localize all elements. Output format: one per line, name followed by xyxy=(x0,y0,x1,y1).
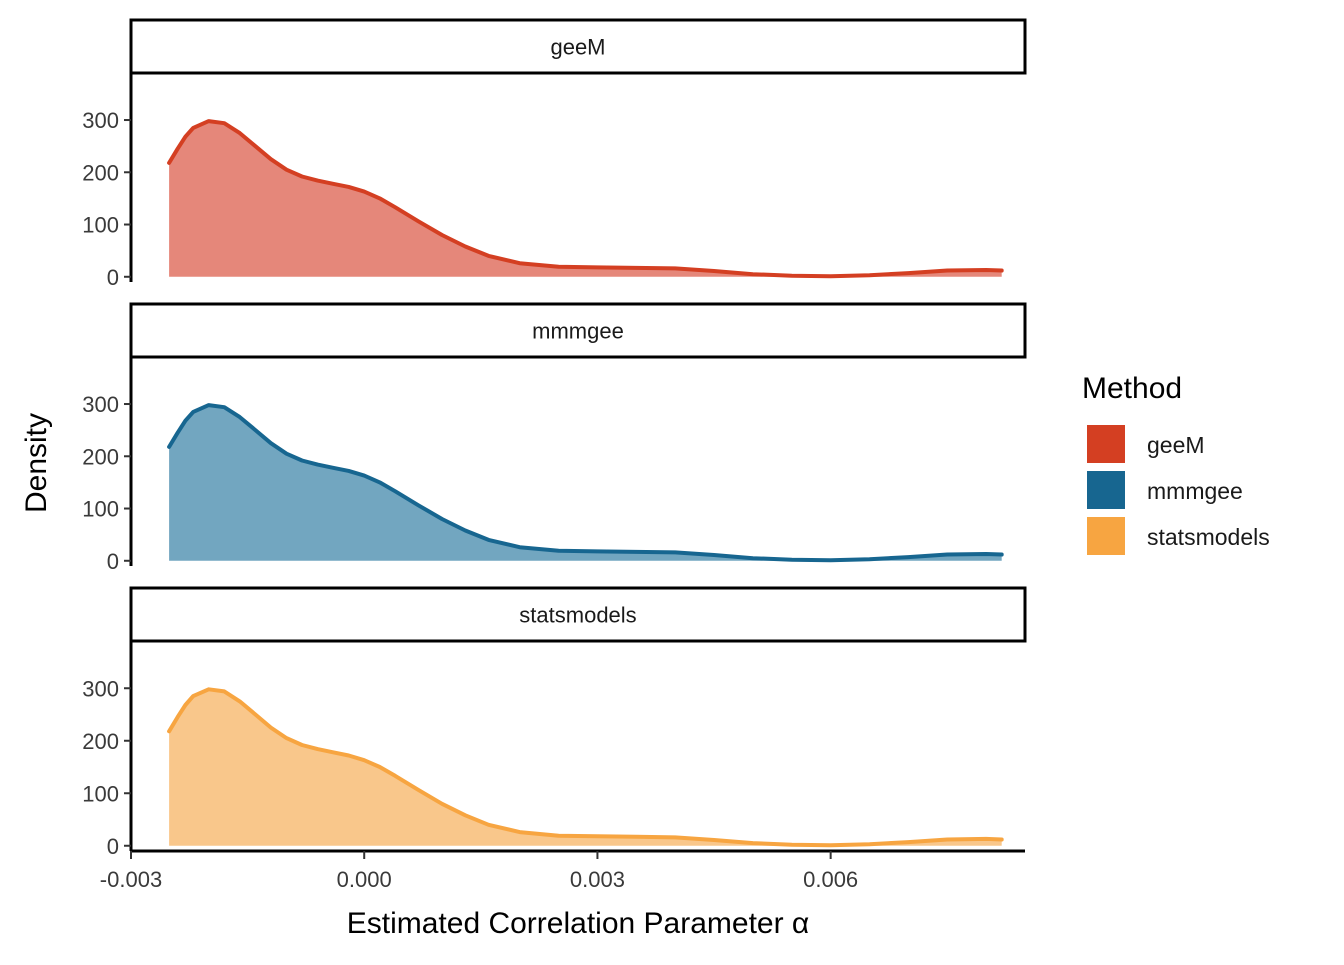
y-tick-label: 100 xyxy=(82,497,119,522)
x-axis-title: Estimated Correlation Parameter α xyxy=(347,907,810,940)
legend-label: mmmgee xyxy=(1147,478,1243,504)
facet-strip-label: geeM xyxy=(550,35,605,60)
y-tick-label: 0 xyxy=(107,549,119,574)
y-tick-label: 300 xyxy=(82,392,119,417)
x-tick-label: 0.003 xyxy=(570,867,625,892)
legend-key-mmmgee xyxy=(1087,471,1125,509)
x-tick-label: -0.003 xyxy=(100,867,162,892)
facet-panel-statsmodels: statsmodels xyxy=(129,586,1027,848)
y-tick-label: 300 xyxy=(82,676,119,701)
facet-strip xyxy=(129,586,1027,643)
y-tick-label: 0 xyxy=(107,834,119,859)
y-axis-title: Density xyxy=(20,413,53,513)
y-tick-label: 200 xyxy=(82,160,119,185)
y-tick-label: 300 xyxy=(82,108,119,133)
legend-label: statsmodels xyxy=(1147,524,1270,550)
density-area xyxy=(169,405,1002,561)
y-tick-label: 200 xyxy=(82,729,119,754)
facet-strip-label: mmmgee xyxy=(532,319,624,344)
legend-label: geeM xyxy=(1147,432,1205,458)
density-area xyxy=(169,121,1002,277)
density-line xyxy=(167,687,1004,848)
facet-panel-geeM: geeM xyxy=(129,18,1027,279)
legend-key-statsmodels xyxy=(1087,517,1125,555)
y-tick-label: 0 xyxy=(107,265,119,290)
facet-strip xyxy=(129,302,1027,359)
facet-strip-label: statsmodels xyxy=(519,603,636,628)
facet-panel-mmmgee: mmmgee xyxy=(129,302,1027,563)
density-line xyxy=(167,119,1004,279)
legend-key-geeM xyxy=(1087,425,1125,463)
legend-title: Method xyxy=(1082,372,1182,405)
y-tick-label: 200 xyxy=(82,444,119,469)
facet-strip xyxy=(129,18,1027,75)
density-area xyxy=(169,689,1002,846)
y-tick-label: 100 xyxy=(82,781,119,806)
x-tick-label: 0.006 xyxy=(803,867,858,892)
x-tick-label: 0.000 xyxy=(337,867,392,892)
y-tick-label: 100 xyxy=(82,213,119,238)
density-line xyxy=(167,403,1004,563)
